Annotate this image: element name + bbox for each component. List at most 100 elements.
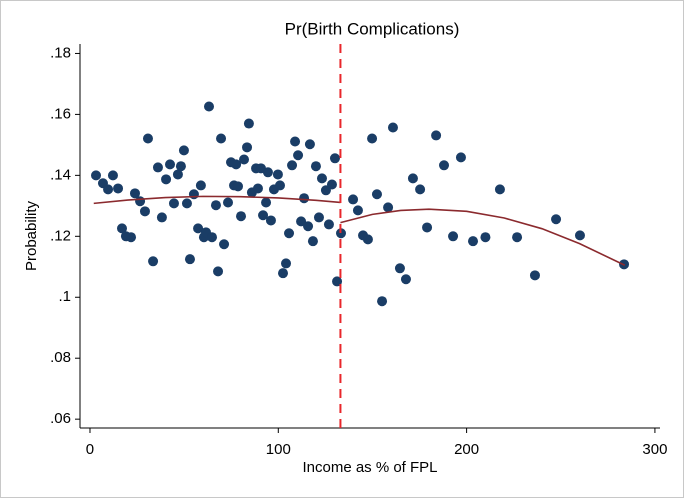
point [529, 270, 540, 281]
point [156, 212, 167, 223]
point [336, 228, 346, 239]
point [178, 145, 189, 156]
point [274, 180, 285, 191]
y-tick-label: .16 [50, 105, 71, 122]
point [258, 210, 269, 221]
point [387, 122, 398, 133]
point [103, 184, 114, 195]
point [448, 231, 459, 242]
point [304, 139, 315, 150]
point [184, 254, 195, 265]
chart-title: Pr(Birth Complications) [285, 19, 460, 38]
point [329, 153, 340, 164]
point [272, 169, 283, 180]
x-tick-label: 100 [266, 441, 291, 458]
y-axis-label: Probability [23, 200, 40, 271]
point [113, 183, 124, 194]
point [107, 170, 118, 181]
point [439, 160, 450, 171]
point [307, 236, 318, 247]
point [362, 234, 373, 245]
point [348, 194, 359, 205]
y-tick-label: .18 [50, 44, 71, 61]
point [551, 214, 562, 225]
point [261, 197, 272, 208]
point [400, 274, 411, 285]
point [181, 198, 192, 209]
point [139, 206, 150, 217]
point [468, 236, 479, 247]
point [116, 223, 127, 234]
point [142, 133, 153, 144]
x-tick-label: 200 [454, 441, 479, 458]
point [168, 198, 179, 209]
point [232, 181, 243, 192]
point [161, 174, 172, 185]
point [332, 276, 343, 287]
point [175, 161, 186, 172]
point [203, 101, 214, 112]
point [352, 205, 363, 216]
point [455, 152, 466, 163]
point [310, 161, 321, 172]
point [367, 133, 378, 144]
point [207, 232, 218, 243]
point [281, 258, 292, 269]
y-tick-label: .06 [50, 410, 71, 427]
point [213, 266, 224, 277]
point [415, 184, 426, 195]
point [296, 216, 307, 227]
point [135, 196, 146, 207]
point [223, 197, 234, 208]
point [188, 189, 199, 200]
point [303, 221, 314, 232]
point [431, 130, 442, 141]
point [394, 263, 405, 274]
fit-line [340, 208, 626, 266]
point [195, 180, 206, 191]
point [242, 142, 253, 153]
point [219, 239, 230, 250]
point [287, 160, 298, 171]
point [313, 212, 324, 223]
y-tick-label: .12 [50, 227, 71, 244]
fit-line [93, 195, 341, 205]
point [480, 232, 491, 243]
point [148, 256, 159, 267]
point [172, 169, 183, 180]
y-tick-label: .08 [50, 349, 71, 366]
x-tick-label: 0 [86, 441, 94, 458]
point [316, 173, 327, 184]
point [210, 200, 221, 211]
y-tick-label: .14 [50, 166, 71, 183]
point [422, 222, 433, 233]
point [323, 219, 334, 230]
point [91, 170, 102, 181]
point [574, 230, 585, 241]
point [383, 202, 394, 213]
point [193, 223, 204, 234]
point [129, 188, 140, 199]
point [371, 189, 382, 200]
point [152, 162, 163, 173]
point [236, 211, 247, 222]
point [494, 184, 505, 195]
x-axis-label: Income as % of FPL [302, 459, 437, 476]
point [293, 150, 304, 161]
point [165, 159, 176, 170]
point [126, 232, 137, 243]
point [326, 179, 337, 190]
point [239, 154, 250, 165]
point [407, 173, 418, 184]
point [278, 268, 288, 279]
point [262, 167, 273, 178]
point [284, 228, 295, 239]
point [377, 296, 388, 307]
point [252, 183, 263, 194]
point [216, 133, 227, 144]
point [290, 136, 301, 147]
point [299, 193, 310, 204]
